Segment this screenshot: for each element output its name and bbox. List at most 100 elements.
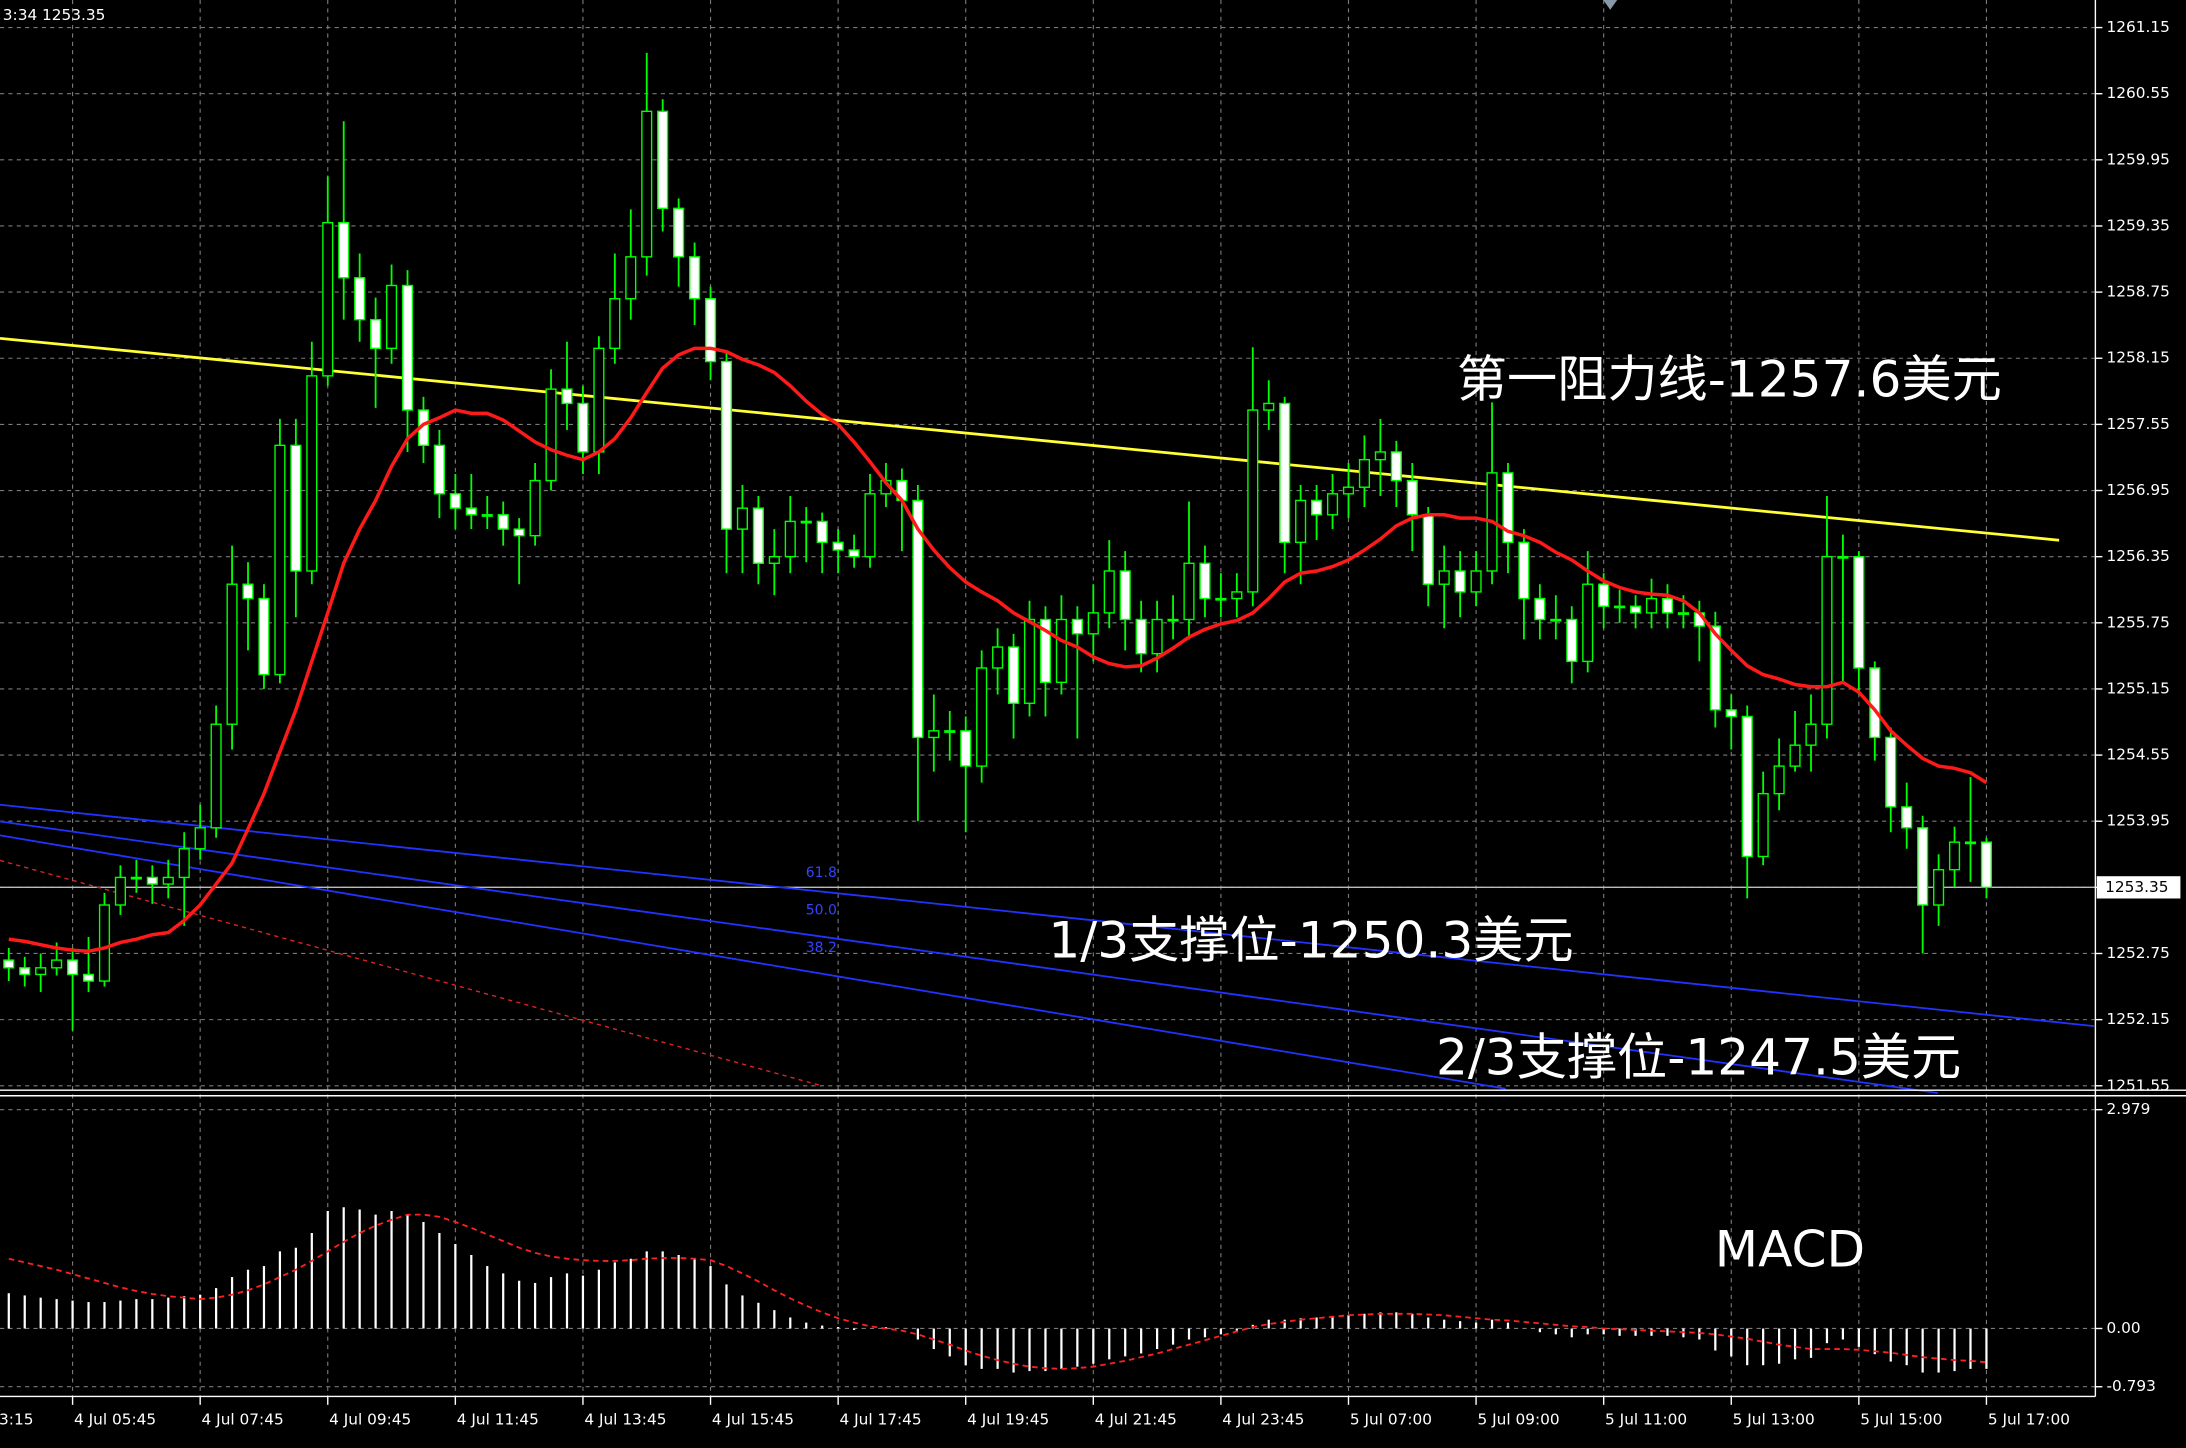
y-tick-label: 1251.55 <box>2107 1076 2170 1094</box>
candle-body <box>1853 555 1865 669</box>
candle-body <box>816 520 828 544</box>
candle-body <box>1231 591 1243 600</box>
x-tick-label: 4 Jul 09:45 <box>329 1411 411 1429</box>
x-tick-label: 5 Jul 09:00 <box>1477 1411 1559 1429</box>
candle-body <box>1055 618 1067 684</box>
candle-body <box>114 876 127 906</box>
candle-body <box>1470 570 1482 593</box>
y-tick-label: 1258.75 <box>2107 283 2170 301</box>
annotation: 2/3支撑位-1247.5美元 <box>1436 1027 1961 1086</box>
candle-body <box>481 514 493 517</box>
info-text: 3:34 1253.35 <box>3 6 106 24</box>
candle-body <box>1677 612 1689 615</box>
candle-body <box>35 967 47 976</box>
candle-body <box>1438 570 1450 585</box>
candle-body <box>1821 555 1833 725</box>
candle-body <box>1550 618 1562 622</box>
candle-body <box>1358 458 1371 488</box>
fib-line <box>0 834 1506 1090</box>
signal-line <box>8 1213 1987 1370</box>
candle-body <box>1885 736 1897 808</box>
axis-layer: 1251.55 1252.15 1252.75 1253.35 1253.95 1254.… <box>71 18 2181 1429</box>
candle-body <box>609 298 621 350</box>
y-tick-label: 1257.55 <box>2107 415 2170 433</box>
candle-body <box>1087 612 1099 635</box>
candle-body <box>1964 841 1977 845</box>
candle-body <box>577 402 589 453</box>
x-tick-label: 5 Jul 17:00 <box>1988 1411 2070 1429</box>
candle-body <box>928 730 940 739</box>
candle-body <box>1805 723 1817 746</box>
candle-body <box>1598 583 1610 607</box>
candle-body <box>338 221 350 279</box>
candle-body <box>848 549 860 558</box>
candle-body <box>561 388 573 405</box>
candle-body <box>1039 618 1052 684</box>
candle-body <box>98 904 111 982</box>
candle-body <box>1869 667 1881 739</box>
candle-body <box>1534 597 1546 621</box>
candle-body <box>449 493 461 509</box>
y-tick-label: -0.793 <box>2107 1377 2156 1395</box>
candle-body <box>1390 451 1402 482</box>
x-tick-label: 4 Jul 05:45 <box>74 1411 156 1429</box>
y-tick-label: 1252.75 <box>2107 944 2170 962</box>
candle-body <box>162 876 174 885</box>
candle-body <box>1279 402 1291 544</box>
fib-line <box>0 820 1938 1094</box>
candle-body <box>545 388 557 482</box>
candle-body <box>1454 570 1466 593</box>
candle-body <box>226 583 238 725</box>
indicator-label: MACD <box>1715 1220 1865 1279</box>
candle-body <box>1661 597 1674 614</box>
candle-body <box>1741 715 1753 858</box>
candle-body <box>1789 744 1801 767</box>
y-tick-label: 1254.55 <box>2107 746 2170 764</box>
candle-body <box>497 514 509 530</box>
candle-body <box>1183 562 1195 621</box>
candle-body <box>736 507 749 530</box>
x-tick-label: 4 Jul 19:45 <box>967 1411 1049 1429</box>
candle-body <box>274 444 286 676</box>
x-tick-label: 5 Jul 11:00 <box>1605 1411 1687 1429</box>
candle-body <box>1119 570 1131 621</box>
candle-body <box>1980 841 1993 889</box>
candle-body <box>1566 618 1578 663</box>
candle-body <box>704 298 717 363</box>
candle-body <box>82 973 95 982</box>
candle-body <box>689 256 701 300</box>
y-tick-label: 1252.15 <box>2107 1010 2170 1028</box>
candle-body <box>465 507 477 516</box>
candle-body <box>1151 618 1163 655</box>
candle-body <box>1773 765 1785 795</box>
y-tick-label: 1255.75 <box>2107 613 2170 631</box>
candle-body <box>1582 583 1594 663</box>
fib-label: 61.8 <box>806 865 837 881</box>
candle-body <box>370 318 382 350</box>
annotation: 1/3支撑位-1250.3美元 <box>1048 911 1573 970</box>
candle-body <box>1518 541 1530 600</box>
y-tick-label: 2.979 <box>2107 1100 2151 1118</box>
candle-body <box>322 221 334 377</box>
candle-body <box>1933 869 1945 906</box>
x-tick-label: 4 Jul 23:45 <box>1222 1411 1304 1429</box>
candle-body <box>1311 499 1323 516</box>
x-tick-label: 4 Jul 21:45 <box>1095 1411 1177 1429</box>
y-tick-label: 1256.95 <box>2107 481 2170 499</box>
candle-body <box>1135 618 1147 655</box>
candle-body <box>146 876 158 885</box>
candle-body <box>210 723 222 829</box>
price-axis-bg <box>2095 0 2186 1448</box>
candle-body <box>513 528 525 537</box>
candle-body <box>1917 827 1929 906</box>
candle-body <box>1374 451 1386 461</box>
fib-label: 50.0 <box>806 903 837 919</box>
candle-body <box>1167 618 1179 622</box>
x-tick-label: 4 Jul 07:45 <box>202 1411 284 1429</box>
y-tick-label: 1259.95 <box>2107 150 2170 168</box>
y-tick-label: 1253.95 <box>2107 812 2170 830</box>
x-tick-label: 4 Jul 13:45 <box>584 1411 666 1429</box>
candle-body <box>1502 472 1514 544</box>
candle-body <box>194 827 206 850</box>
